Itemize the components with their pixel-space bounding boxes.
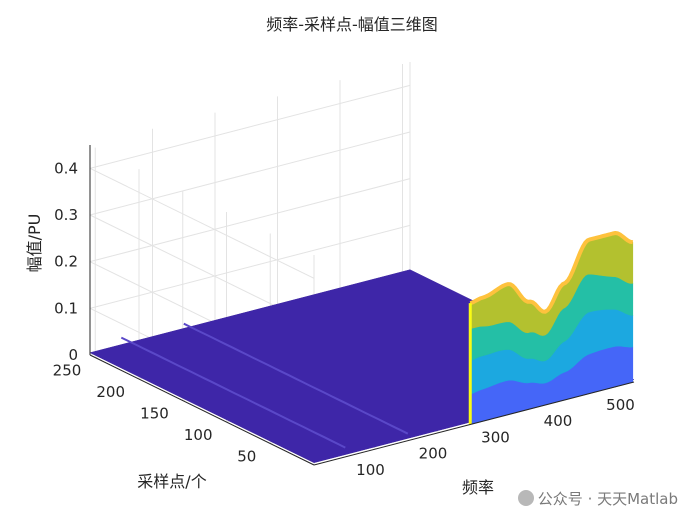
z-axis-label: 幅值/PU bbox=[25, 214, 44, 273]
watermark: 公众号 · 天天Matlab bbox=[517, 488, 678, 509]
grid-line bbox=[89, 178, 411, 263]
grid-line bbox=[89, 167, 315, 279]
x-axis-line bbox=[313, 381, 635, 466]
x-axis-label: 频率 bbox=[462, 478, 494, 497]
y-tick-label: 100 bbox=[184, 426, 213, 444]
watermark-text: 公众号 · 天天Matlab bbox=[537, 490, 678, 508]
z-tick-label: 0.1 bbox=[54, 299, 78, 317]
z-tick-label: 0.2 bbox=[54, 253, 78, 271]
surface-plot bbox=[89, 231, 635, 463]
wechat-logo-icon bbox=[517, 490, 534, 506]
chart-title: 频率-采样点-幅值三维图 bbox=[266, 15, 438, 34]
y-tick-label: 200 bbox=[96, 383, 125, 401]
z-tick-label: 0.4 bbox=[54, 159, 78, 177]
z-tick-label: 0.3 bbox=[54, 206, 78, 224]
grid-line bbox=[89, 131, 411, 216]
y-tick-label: 50 bbox=[237, 448, 256, 466]
grid-line bbox=[89, 84, 411, 169]
x-tick-label: 100 bbox=[356, 461, 385, 479]
z-tick-label: 0 bbox=[68, 346, 78, 364]
surface-crest bbox=[469, 231, 634, 314]
axes bbox=[89, 145, 635, 466]
x-tick-label: 200 bbox=[419, 445, 448, 463]
y-tick-label: 150 bbox=[140, 405, 169, 423]
y-axis-label: 采样点/个 bbox=[137, 472, 206, 491]
surface-ridge bbox=[183, 322, 409, 435]
y-tick-label: 250 bbox=[53, 362, 82, 380]
grid-line bbox=[89, 224, 411, 309]
x-tick-label: 400 bbox=[544, 412, 573, 430]
x-tick-label: 300 bbox=[481, 428, 510, 446]
surface-ridge bbox=[120, 336, 346, 449]
y-axis-line bbox=[89, 354, 315, 466]
x-tick-label: 500 bbox=[606, 396, 635, 414]
